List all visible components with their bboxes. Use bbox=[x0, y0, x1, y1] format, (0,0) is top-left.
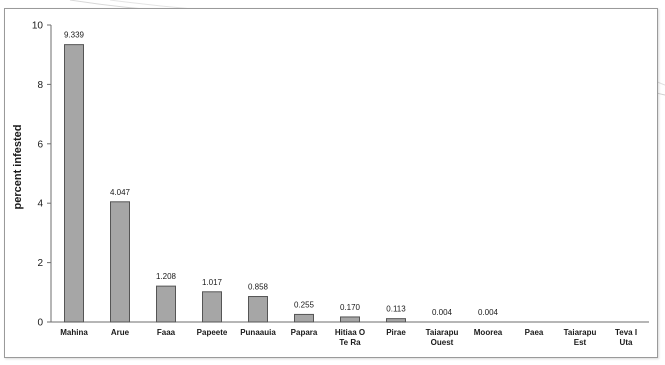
bar-chart: 0 2 4 6 8 10 9.339 4.047 1.208 1.017 0.858 0.255 0.… bbox=[12, 21, 649, 347]
bar bbox=[340, 316, 360, 323]
x-tick-label: Hitiaa O Te Ra bbox=[335, 328, 365, 347]
x-tick-label: Arue bbox=[111, 328, 130, 337]
y-axis-ticks: 0 2 4 6 8 10 bbox=[32, 21, 51, 329]
x-tick-label: Taiarapu Ouest bbox=[426, 328, 459, 347]
y-tick-label: 8 bbox=[37, 80, 43, 91]
y-tick-label: 0 bbox=[37, 318, 43, 329]
x-tick-label: Moorea bbox=[474, 328, 503, 337]
x-tick-label: Taiarapu Est bbox=[564, 328, 597, 347]
data-label: 0.004 bbox=[432, 308, 453, 317]
value-labels: 9.339 4.047 1.208 1.017 0.858 0.255 0.170 0.113… bbox=[64, 31, 499, 317]
x-tick-label: Punaauia bbox=[240, 328, 276, 337]
y-tick-label: 2 bbox=[37, 258, 43, 269]
x-tick-label: Pirae bbox=[386, 328, 406, 337]
category-labels: Mahina Arue Faaa Papeete Punaauia Papara Hitia… bbox=[60, 328, 637, 347]
bar bbox=[110, 201, 130, 323]
bar bbox=[202, 291, 222, 323]
chart-axes bbox=[50, 25, 649, 323]
x-tick-label: Mahina bbox=[60, 328, 88, 337]
x-tick-label: Papeete bbox=[197, 328, 228, 337]
y-tick-label: 6 bbox=[37, 139, 43, 150]
data-label: 9.339 bbox=[64, 31, 85, 40]
data-label: 0.170 bbox=[340, 303, 361, 312]
bars bbox=[64, 44, 406, 323]
bar bbox=[248, 296, 268, 323]
chart-frame: 0 2 4 6 8 10 9.339 4.047 1.208 1.017 0.858 0.255 0.… bbox=[4, 8, 658, 358]
data-label: 0.113 bbox=[386, 305, 406, 314]
data-label: 0.858 bbox=[248, 283, 269, 292]
y-tick-label: 4 bbox=[37, 199, 43, 210]
bar bbox=[156, 285, 176, 323]
x-tick-label: Paea bbox=[525, 328, 544, 337]
data-label: 0.004 bbox=[478, 308, 499, 317]
y-axis-label: percent infested bbox=[12, 125, 24, 210]
data-label: 4.047 bbox=[110, 188, 131, 197]
x-tick-label: Teva I Uta bbox=[615, 328, 637, 347]
data-label: 1.017 bbox=[202, 278, 223, 287]
x-tick-label: Papara bbox=[291, 328, 318, 337]
data-label: 1.208 bbox=[156, 272, 177, 281]
y-tick-label: 10 bbox=[32, 21, 44, 32]
bar bbox=[64, 44, 84, 323]
data-label: 0.255 bbox=[294, 300, 315, 309]
bar bbox=[386, 318, 406, 323]
bar bbox=[294, 313, 314, 323]
x-tick-label: Faaa bbox=[157, 328, 176, 337]
